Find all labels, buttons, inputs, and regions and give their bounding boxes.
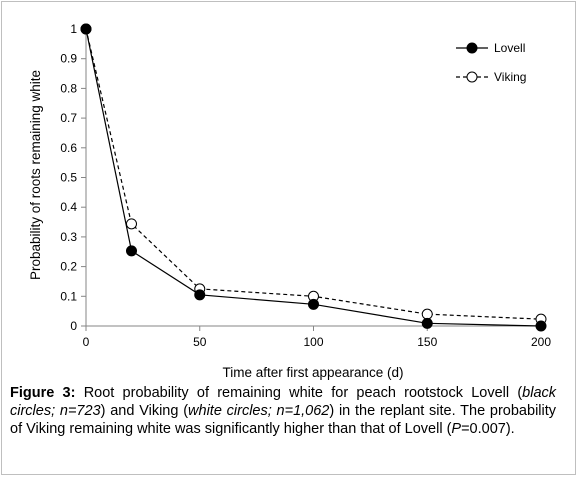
legend-marker-viking — [466, 71, 478, 83]
y-tick-label: 0.9 — [60, 52, 77, 66]
data-point-lovell — [194, 289, 206, 301]
figure-caption: Figure 3: Root probability of remaining … — [10, 384, 556, 438]
legend-label-viking: Viking — [494, 70, 526, 84]
x-tick-label: 100 — [303, 335, 323, 349]
caption-italic-2: white circles; n=1,062 — [188, 403, 330, 419]
caption-italic-3: P — [451, 421, 462, 437]
caption-text-4: =0.007). — [461, 421, 515, 437]
legend-label-lovell: Lovell — [494, 41, 525, 55]
caption-italic-1: black circles; n=723 — [10, 385, 557, 419]
x-tick-label: 0 — [83, 335, 90, 349]
x-axis-title: Time after first appearance (d) — [222, 365, 403, 380]
y-tick-label: 0.3 — [60, 230, 77, 244]
data-point-lovell — [308, 298, 319, 310]
y-tick-label: 0.6 — [60, 141, 77, 155]
caption-text-2: ) and Viking ( — [100, 403, 189, 419]
data-point-lovell — [126, 245, 137, 257]
y-axis-title: Probability of roots remaining white — [28, 70, 43, 280]
series-line-viking — [85, 28, 542, 320]
data-point-viking — [126, 218, 137, 230]
y-tick-label: 1 — [70, 22, 77, 36]
x-tick-label: 150 — [417, 335, 437, 349]
data-point-lovell — [80, 23, 92, 35]
y-tick-label: 0 — [70, 319, 77, 333]
y-tick-label: 0.4 — [60, 200, 77, 214]
y-tick-label: 0.1 — [60, 289, 77, 303]
caption-text-1: Root probability of remaining white for … — [75, 385, 523, 401]
x-tick-label: 50 — [193, 335, 207, 349]
series-layer — [80, 23, 547, 332]
data-point-lovell — [421, 317, 433, 329]
y-tick-label: 0.7 — [60, 111, 77, 125]
data-point-viking — [421, 308, 433, 320]
legend: Lovell Viking — [456, 41, 526, 84]
chart: 0 0.1 0.2 0.3 0.4 0.5 0.6 0.7 0.8 0.9 1 0 50 100 150 20… — [28, 22, 551, 380]
data-point-lovell — [535, 320, 547, 332]
y-tick-label: 0.5 — [60, 171, 77, 185]
caption-text-3: ) in the replant site. The probability o… — [10, 403, 557, 437]
axes: 0 0.1 0.2 0.3 0.4 0.5 0.6 0.7 0.8 0.9 1 0 50 100 150 20… — [60, 22, 551, 349]
y-tick-label: 0.8 — [60, 81, 77, 95]
series-line-lovell — [85, 28, 542, 327]
legend-marker-lovell — [466, 42, 478, 54]
x-tick-label: 200 — [531, 335, 551, 349]
caption-label: Figure 3: — [10, 385, 76, 401]
y-tick-label: 0.2 — [60, 260, 77, 274]
